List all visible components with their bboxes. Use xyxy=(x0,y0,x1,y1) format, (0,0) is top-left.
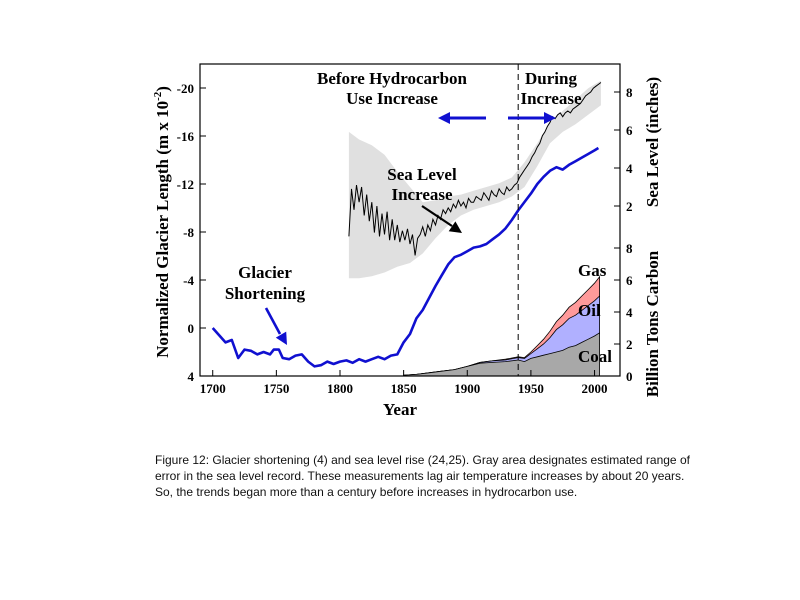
sea-level-arrow-head xyxy=(448,221,462,233)
left-tick-label: -16 xyxy=(177,129,195,144)
annotation-before-line1: Before Hydrocarbon xyxy=(317,69,468,88)
right-bottom-tick-label: 2 xyxy=(626,337,633,352)
left-tick-label: -20 xyxy=(177,81,194,96)
left-tick-label: -8 xyxy=(183,225,194,240)
right-bottom-tick-label: 6 xyxy=(626,273,633,288)
right-bottom-tick-label: 4 xyxy=(626,305,633,320)
glacier-length-line xyxy=(211,146,600,368)
x-tick-label: 1750 xyxy=(263,381,289,396)
chart: 1700 1750 1800 1850 1900 1950 2000 Year -20 -16 -1… xyxy=(152,63,662,419)
during-arrow-head xyxy=(544,112,556,124)
glacier-arrow-head xyxy=(275,331,287,345)
annotation-during-line1: During xyxy=(525,69,577,88)
before-arrow-head xyxy=(438,112,450,124)
right-bottom-tick-label: 8 xyxy=(626,241,633,256)
right-bottom-tick-label: 0 xyxy=(626,369,633,384)
x-tick-label: 1950 xyxy=(518,381,544,396)
gas-label: Gas xyxy=(578,261,607,280)
right-bottom-axis-title: Billion Tons Carbon xyxy=(643,250,662,397)
coal-area xyxy=(403,332,600,377)
coal-label: Coal xyxy=(578,347,612,366)
right-top-tick-label: 2 xyxy=(626,199,633,214)
annotation-glacier-line2: Shortening xyxy=(225,284,306,303)
sea-level-arrow-line xyxy=(421,205,453,227)
sea-level-error-band xyxy=(348,80,601,279)
left-axis-title: Normalized Glacier Length (m x 10-2) xyxy=(152,86,172,358)
left-tick-label: -4 xyxy=(183,273,194,288)
right-top-tick-label: 6 xyxy=(626,123,633,138)
x-tick-label: 1900 xyxy=(454,381,480,396)
series-layer xyxy=(211,80,602,377)
annotation-before-line2: Use Increase xyxy=(346,89,438,108)
left-tick-label: 0 xyxy=(188,321,195,336)
x-tick-label: 1850 xyxy=(391,381,417,396)
text-layer: 1700 1750 1800 1850 1900 1950 2000 Year -20 -16 -1… xyxy=(152,69,662,419)
left-tick-label: -12 xyxy=(177,177,194,192)
x-tick-label: 2000 xyxy=(582,381,608,396)
annotation-sea-level-line2: Increase xyxy=(391,185,453,204)
oil-label: Oil xyxy=(578,301,601,320)
annotation-during-line2: Increase xyxy=(520,89,582,108)
glacier-arrow-line xyxy=(264,307,282,335)
x-axis-title: Year xyxy=(383,400,417,419)
x-tick-label: 1700 xyxy=(200,381,226,396)
right-top-axis-title: Sea Level (inches) xyxy=(643,77,662,207)
x-tick-label: 1800 xyxy=(327,381,353,396)
frame-layer xyxy=(199,63,621,377)
right-top-tick-label: 4 xyxy=(626,161,633,176)
plot-frame xyxy=(199,63,621,377)
annotation-sea-level-line1: Sea Level xyxy=(387,165,457,184)
figure-caption: Figure 12: Glacier shortening (4) and se… xyxy=(155,453,690,499)
sea-level-line xyxy=(348,82,602,256)
right-top-tick-label: 8 xyxy=(626,85,633,100)
annotation-glacier-line1: Glacier xyxy=(238,263,292,282)
left-tick-label: 4 xyxy=(188,369,195,384)
